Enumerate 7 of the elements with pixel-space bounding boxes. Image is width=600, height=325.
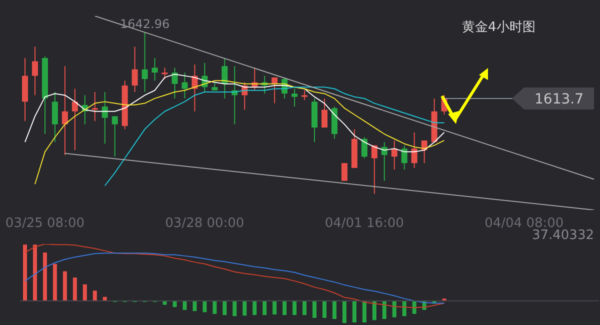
annotation: 1642.96 <box>120 17 170 32</box>
chart-title: 黄金4小时图 <box>462 19 536 36</box>
x-tick-label: 03/28 00:00 <box>165 216 244 232</box>
x-tick-label: 03/25 08:00 <box>5 216 84 232</box>
annotation: 1613.7 <box>534 91 584 108</box>
x-tick-label: 04/01 16:00 <box>324 216 404 232</box>
text: 37.40332 <box>532 228 594 243</box>
